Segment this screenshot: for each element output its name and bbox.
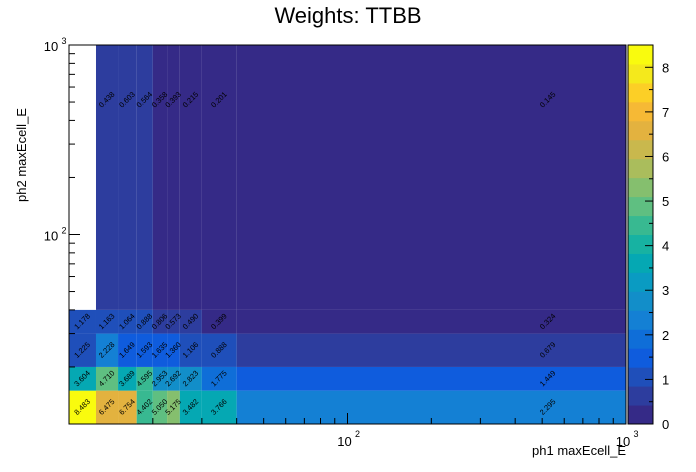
heatmap-cell [136,390,153,424]
heatmap-cell [95,366,119,391]
color-scale-label: 6 [662,149,669,164]
color-swatch [628,45,653,65]
color-swatch [628,120,653,141]
heatmap-cell [201,333,237,367]
heatmap-cell [179,333,202,367]
color-scale-label: 7 [662,105,669,120]
heatmap-cell [69,309,96,334]
x-axis: 10 2 10 3 [68,413,639,449]
heatmap-cell [152,366,168,391]
y-axis-label: ph2 maxEcell_E [14,108,29,202]
heatmap-cell [118,333,137,367]
heatmap-cell [167,309,180,334]
x-tick-label: 10 [616,434,630,449]
heatmap-cell [201,390,237,424]
color-swatch [628,348,653,368]
heatmap-cell [236,309,626,334]
heatmap-cell [179,366,202,391]
heatmap-cell [136,309,153,334]
heatmap-cell [152,390,168,424]
heatmap-cell [167,333,180,367]
color-swatch [628,63,653,84]
heatmap-cell [167,366,180,391]
x-axis-label: ph1 maxEcell_E [532,443,626,458]
heatmap-cell [118,390,137,424]
color-swatch [628,329,653,349]
heatmap-cell [179,390,202,424]
chart-title: Weights: TTBB [274,3,421,28]
color-swatch [628,310,653,330]
color-swatch [628,101,653,122]
heatmap-cell [95,45,119,310]
heatmap-cells [69,45,626,424]
heatmap-cell [167,45,180,310]
y-tick-label: 10 [44,39,58,54]
color-swatch [628,158,653,179]
heatmap-cell [152,45,168,310]
heatmap-cell [136,366,153,391]
color-scale-label: 3 [662,283,669,298]
heatmap-cell [69,333,96,367]
heatmap-cell [118,309,137,334]
heatmap-cell [69,366,96,391]
heatmap-cell [236,366,626,391]
heatmap-cell [95,309,119,334]
heatmap-cell [167,390,180,424]
color-swatch [628,234,653,254]
x-tick-label-exponent: 2 [355,429,360,439]
heatmap-cell [201,309,237,334]
heatmap-cell [152,333,168,367]
color-scale: 0 1 2 3 4 5 6 7 8 [627,44,669,432]
x-tick-label: 10 [337,434,351,449]
heatmap-cell [179,309,202,334]
heatmap-cell [69,390,96,424]
heatmap-cell [201,45,237,310]
color-scale-label: 5 [662,194,669,209]
heatmap-cell [179,45,202,310]
color-scale-label: 4 [662,239,669,254]
color-swatch [628,215,653,235]
x-tick-label-exponent: 3 [633,429,638,439]
color-swatch [628,367,653,387]
color-swatch [628,272,653,292]
color-scale-label: 2 [662,328,669,343]
color-swatch [628,82,653,103]
y-tick-label-exponent: 3 [61,36,66,46]
heatmap-cell [136,333,153,367]
heatmap-cell [152,309,168,334]
heatmap-cell [236,45,626,310]
heatmap-cell [95,390,119,424]
color-scale-label: 1 [662,372,669,387]
color-swatch [628,253,653,273]
color-swatch [628,139,653,160]
y-tick-label-exponent: 2 [61,226,66,236]
heatmap-cell [95,333,119,367]
color-swatch [628,386,653,406]
heatmap-cell [201,366,237,391]
color-swatch [628,291,653,311]
color-swatch [628,177,653,198]
color-scale-frame [627,44,654,425]
heatmap-cell [136,45,153,310]
color-scale-label: 0 [662,417,669,432]
y-tick-label: 10 [44,229,58,244]
color-swatch [628,405,653,425]
color-scale-label: 8 [662,60,669,75]
heatmap-cell [118,366,137,391]
heatmap-cell [118,45,137,310]
color-swatch [628,196,653,217]
heatmap-cell [236,333,626,367]
